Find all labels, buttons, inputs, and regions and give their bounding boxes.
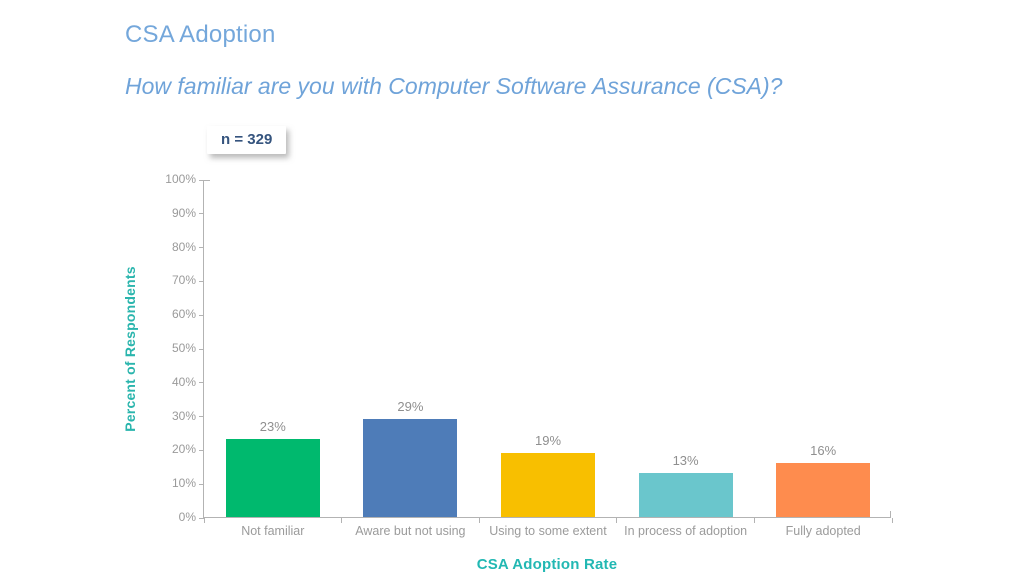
page-title: CSA Adoption: [125, 21, 276, 48]
y-tick-label: 90%: [171, 205, 196, 220]
y-tick-label: 80%: [171, 239, 196, 254]
y-tick-mark: [199, 416, 204, 418]
y-tick-mark: [199, 280, 204, 282]
bar-value-label: 16%: [810, 442, 837, 458]
bar-not-familiar: [225, 439, 320, 517]
y-axis-title: Percent of Respondents: [122, 266, 138, 432]
x-category-label: Not familiar: [241, 524, 305, 538]
y-tick-mark: [199, 348, 204, 350]
y-tick-mark: [199, 247, 204, 249]
x-tick-mark: [753, 518, 755, 523]
y-tick-label: 70%: [171, 273, 196, 288]
y-tick-mark: [199, 314, 204, 316]
y-tick-label: 40%: [171, 374, 196, 389]
y-tick-label: 100%: [165, 172, 196, 186]
bar-value-label: 29%: [397, 398, 424, 414]
x-tick-mark: [616, 518, 618, 523]
bar-value-label: 23%: [259, 419, 286, 435]
bar-value-label: 19%: [534, 432, 562, 448]
x-tick-mark: [891, 518, 893, 523]
x-category-label: Fully adopted: [785, 524, 861, 538]
chart-question-subtitle: How familiar are you with Computer Softw…: [125, 73, 783, 99]
bar-using-to-some-extent: [501, 452, 595, 517]
x-tick-mark: [341, 518, 343, 523]
y-tick-label: 20%: [171, 442, 196, 457]
y-tick-label: 60%: [171, 307, 196, 322]
x-axis-end-cap: [890, 511, 891, 517]
y-tick-mark: [199, 483, 204, 485]
x-category-label: In process of adoption: [624, 524, 748, 538]
plot-area: 0% 10% 20% 30% 40% 50% 60% 70% 80% 90% 100% 23% Not …: [165, 172, 893, 538]
bar-in-process-of-adoption: [638, 473, 733, 517]
bar-aware-but-not-using: [363, 418, 458, 517]
y-tick-mark: [199, 517, 204, 519]
y-tick-mark: [199, 382, 204, 384]
bar-fully-adopted: [776, 462, 871, 517]
y-axis-end-cap: [204, 180, 210, 181]
y-tick-mark: [199, 179, 204, 181]
y-tick-mark: [199, 213, 204, 215]
x-category-label: Aware but not using: [355, 524, 466, 538]
x-tick-mark: [203, 518, 205, 523]
y-tick-label: 50%: [171, 341, 196, 355]
y-tick-mark: [199, 449, 204, 451]
x-category-label: Using to some extent: [489, 524, 607, 538]
x-tick-mark: [478, 518, 480, 523]
y-tick-label: 30%: [171, 408, 196, 423]
x-axis-title: CSA Adoption Rate: [476, 556, 618, 573]
y-tick-label: 10%: [171, 476, 196, 491]
bar-value-label: 13%: [672, 453, 699, 469]
y-tick-label: 0%: [178, 510, 196, 524]
sample-size-badge: n = 329: [207, 126, 287, 154]
